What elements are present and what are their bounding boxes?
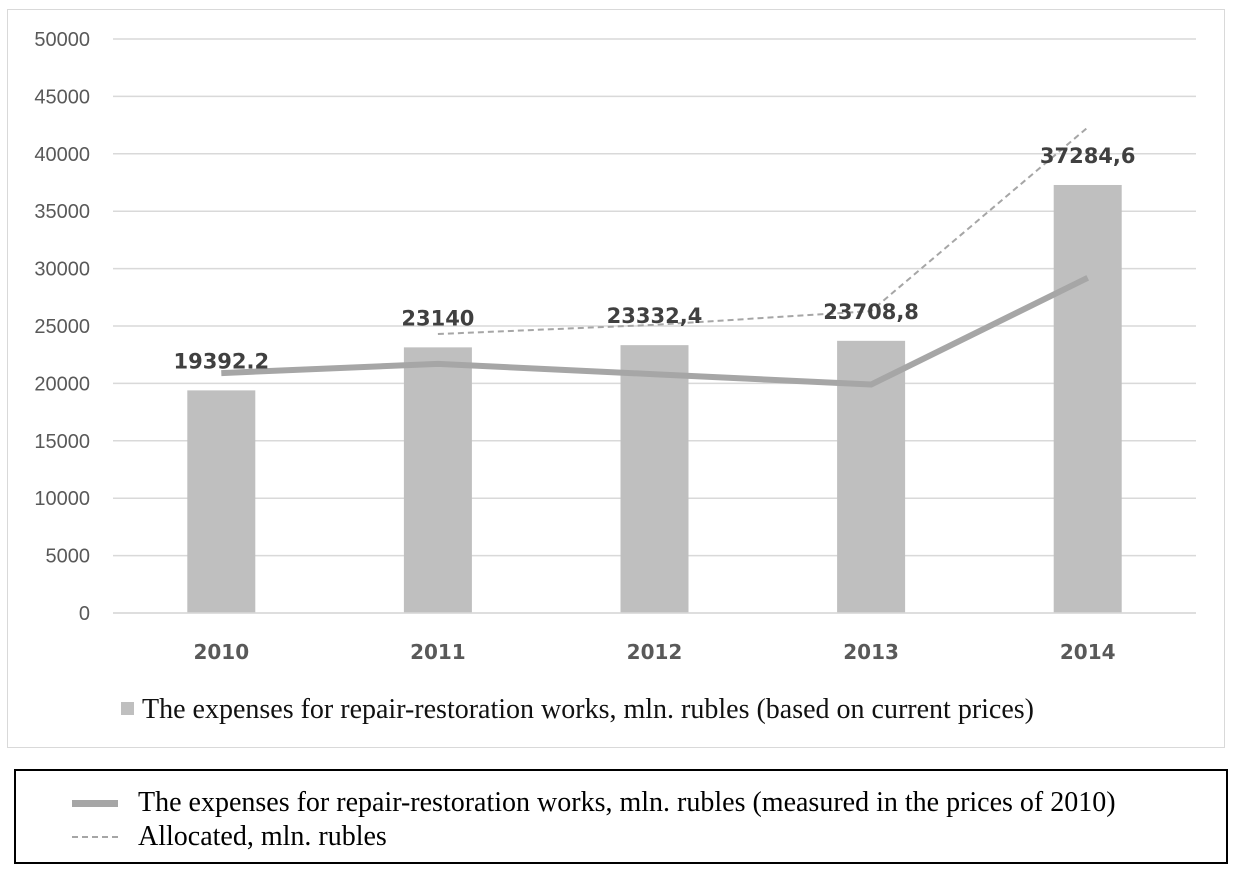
data-label: 19392.2	[173, 349, 269, 373]
bar	[1053, 184, 1122, 614]
legend-inside: The expenses for repair-restoration work…	[121, 694, 1034, 725]
y-tick-label: 10000	[34, 488, 90, 510]
legend-label-line: The expenses for repair-restoration work…	[138, 787, 1116, 818]
line-series	[221, 126, 1090, 388]
bar	[403, 347, 472, 613]
y-tick-label: 5000	[46, 546, 91, 568]
y-tick-label: 15000	[34, 431, 90, 453]
y-tick-label: 35000	[34, 201, 90, 223]
bar	[187, 390, 256, 613]
bar-series	[187, 184, 1122, 614]
y-axis: 0 5000 10000 15000 20000 25000 30000 35000 40000…	[34, 29, 90, 625]
data-label: 37284,6	[1040, 144, 1136, 168]
data-label: 23140	[401, 306, 474, 330]
x-axis: 2010 2011 2012 2013 2014	[113, 612, 1196, 664]
legend-item-line: The expenses for repair-restoration work…	[16, 786, 1116, 820]
y-tick-label: 30000	[34, 259, 90, 281]
data-labels: 19392.2 23140 23332,4 23708,8 37284,6	[173, 144, 1135, 373]
y-tick-label: 20000	[34, 373, 90, 395]
legend-label-bar: The expenses for repair-restoration work…	[142, 694, 1034, 725]
x-tick-label: 2012	[627, 640, 683, 664]
legend-swatch-dashed	[72, 836, 118, 838]
legend-swatch-line	[72, 799, 118, 807]
x-tick-label: 2010	[193, 640, 249, 664]
line-series-prices-2010	[221, 275, 1090, 388]
legend-item-dashed: Allocated, mln. rubles	[16, 820, 387, 854]
y-tick-label: 0	[79, 603, 90, 625]
x-tick-label: 2014	[1060, 640, 1116, 664]
legend-outside: The expenses for repair-restoration work…	[14, 769, 1228, 864]
bar	[620, 345, 689, 613]
chart-svg: 0 5000 10000 15000 20000 25000 30000 35000 40000…	[34, 29, 1196, 725]
chart-area: 0 5000 10000 15000 20000 25000 30000 35000 40000…	[7, 9, 1225, 748]
y-tick-label: 45000	[34, 86, 90, 108]
line-series-allocated	[437, 126, 1089, 336]
y-tick-label: 50000	[34, 29, 90, 51]
data-label: 23332,4	[607, 304, 703, 328]
x-tick-label: 2013	[843, 640, 899, 664]
legend-label-dashed: Allocated, mln. rubles	[138, 821, 387, 852]
data-label: 23708,8	[823, 300, 919, 324]
y-tick-label: 40000	[34, 144, 90, 166]
legend-swatch-bar	[121, 702, 134, 715]
x-tick-label: 2011	[410, 640, 466, 664]
y-tick-label: 25000	[34, 316, 90, 338]
